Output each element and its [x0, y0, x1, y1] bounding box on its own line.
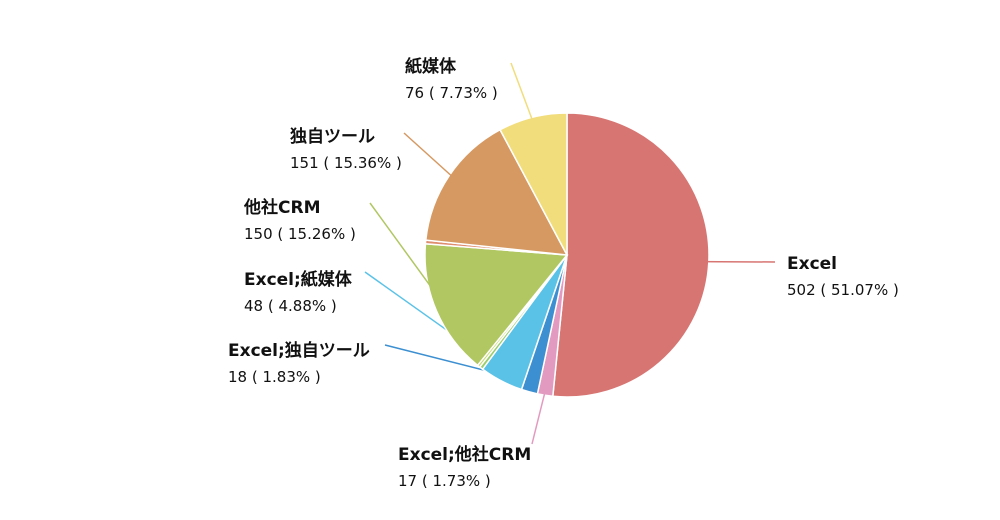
- leader-line: [403, 132, 458, 182]
- slice-value-label: 502 ( 51.07% ): [787, 281, 899, 299]
- slice-label: Excel;紙媒体: [244, 269, 353, 290]
- pie-slice: [551, 112, 710, 398]
- slice-label: 紙媒体: [405, 56, 457, 77]
- slice-value-label: 150 ( 15.26% ): [244, 225, 356, 243]
- pie-slice: [424, 128, 569, 256]
- slice-label: 他社CRM: [243, 197, 320, 218]
- leader-line: [531, 385, 548, 445]
- leader-line: [510, 62, 536, 128]
- slice-value-label: 17 ( 1.73% ): [398, 472, 491, 490]
- leader-line: [369, 202, 447, 308]
- slice-label: Excel;独自ツール: [228, 340, 370, 361]
- pie-slice: [424, 242, 569, 367]
- slice-label: Excel: [787, 254, 837, 274]
- slice-label: Excel;他社CRM: [398, 444, 531, 465]
- slice-value-label: 76 ( 7.73% ): [405, 84, 498, 102]
- slice-label: 独自ツール: [290, 126, 375, 147]
- slice-value-label: 18 ( 1.83% ): [228, 368, 321, 386]
- slice-value-label: 151 ( 15.36% ): [290, 154, 402, 172]
- slice-value-label: 48 ( 4.88% ): [244, 297, 337, 315]
- pie-slice: [499, 112, 568, 256]
